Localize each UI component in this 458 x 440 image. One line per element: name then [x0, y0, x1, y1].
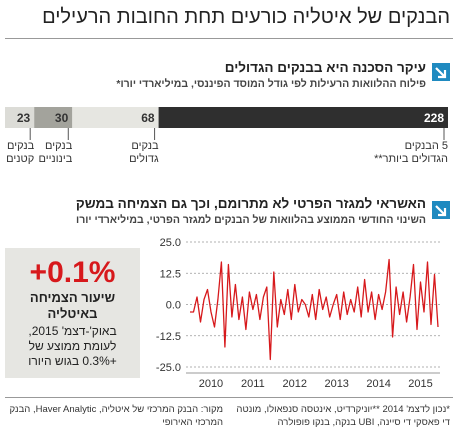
callout-note: באוק'-דצמ' 2015, לעומת ממוצע של +0.3% בג…: [28, 324, 117, 368]
category-label: בנקים גדולים: [129, 140, 159, 165]
value-label: 228: [424, 111, 444, 125]
category-label: 5 הבנקים הגדולים ביותר**: [374, 140, 448, 165]
section-heading: האשראי למגזר הפרטי לא מתרומם, וכך גם הצמ…: [75, 196, 426, 211]
bar-segment: [34, 107, 73, 128]
x-tick-label: 2010: [199, 378, 223, 390]
x-tick-label: 2013: [324, 378, 348, 390]
divider: [5, 397, 453, 398]
y-tick-label: 25.0: [160, 237, 181, 249]
bar-segment: [5, 107, 35, 128]
data-line: [190, 258, 439, 361]
value-label: 30: [55, 111, 69, 125]
source: מקור: הבנק המרכזי של איטליה, Haver Analy…: [9, 404, 224, 428]
x-tick-label: 2015: [408, 378, 432, 390]
value-label: 68: [141, 111, 155, 125]
page-title: הבנקים של איטליה כורעים תחת החובות הרעיל…: [42, 6, 450, 28]
x-tick-label: 2014: [366, 378, 390, 390]
category-label: בנקים קטנים: [6, 140, 35, 165]
y-tick-label: -25.0: [156, 362, 181, 374]
bar-segment: [72, 107, 159, 128]
y-tick-label: 0.0: [166, 300, 181, 312]
section-icon: [432, 201, 450, 219]
section-subheading: השינוי החודשי הממוצע בהלוואות של הבנקים …: [76, 214, 426, 226]
x-tick-label: 2012: [283, 378, 307, 390]
section-heading: עיקר הסכנה היא בבנקים הגדולים: [224, 60, 426, 75]
bar-chart: 23 30 68 228: [5, 107, 448, 140]
value-label: 23: [17, 111, 31, 125]
callout-label: שיעור הצמיחה באיטליה: [29, 290, 116, 321]
section-icon: [432, 63, 450, 81]
bar-segment: [158, 107, 448, 128]
callout-value: +0.1%: [29, 256, 116, 289]
y-tick-label: -12.5: [156, 331, 181, 343]
line-chart: 25.0 12.5 0.0 -12.5 -25.0 2010 2011 2012 2013 201…: [156, 237, 440, 390]
category-label: בנקים בינוניים: [38, 140, 73, 165]
y-tick-label: 12.5: [160, 268, 181, 280]
icon-arrow: [435, 205, 447, 217]
callout-box: +0.1% שיעור הצמיחה באיטליה באוק'-דצמ' 20…: [5, 248, 140, 378]
divider: [5, 38, 453, 39]
x-tick-label: 2011: [241, 378, 265, 390]
footnotes: *נכון לדצמ' 2014 **יוניקרדיט, אינטסה סנפ…: [236, 404, 450, 428]
icon-arrow: [435, 67, 447, 79]
section-subheading: פילוח ההלוואות הרעילות לפי גודל המוסד הפ…: [116, 78, 426, 90]
